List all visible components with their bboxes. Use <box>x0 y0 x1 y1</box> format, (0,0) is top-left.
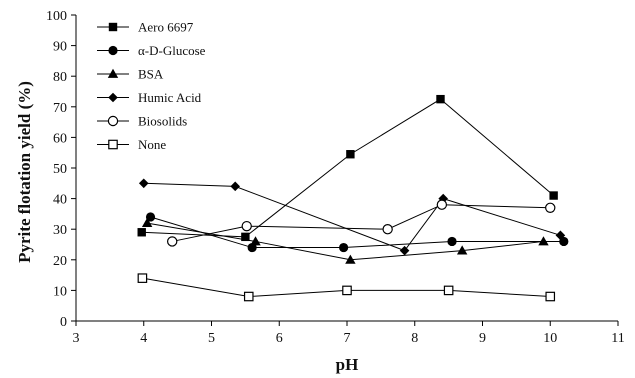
data-point <box>559 236 569 247</box>
y-tick-label: 60 <box>53 131 67 146</box>
legend-item-bsa: BSA <box>97 67 164 82</box>
legend-label: Biosolids <box>138 114 187 129</box>
series-aero-6697 <box>137 94 558 242</box>
legend: Aero 6697 α-D-Glucose BSA Humic Acid Biosoli… <box>97 20 206 152</box>
y-tick-label: 40 <box>53 193 67 208</box>
legend-label: None <box>138 137 166 152</box>
series-bsa <box>141 217 549 264</box>
data-point <box>436 199 448 210</box>
series-none <box>137 273 556 302</box>
data-point <box>145 212 156 222</box>
data-point <box>436 94 445 104</box>
series-line <box>143 182 561 252</box>
legend-label: Humic Acid <box>138 90 202 105</box>
x-tick-label: 5 <box>208 331 215 346</box>
legend-item-none: None <box>97 137 166 152</box>
legend-marker <box>107 115 119 127</box>
x-tick-label: 6 <box>276 331 283 346</box>
y-tick-label: 10 <box>53 284 67 299</box>
series-humic-acid <box>138 178 566 256</box>
y-tick-label: 50 <box>53 162 67 177</box>
legend-marker <box>108 45 118 56</box>
legend-label: α-D-Glucose <box>138 43 206 58</box>
series-d-glucose <box>145 212 569 253</box>
data-point <box>545 291 556 302</box>
data-point <box>456 245 468 255</box>
y-axis-title: Pyrite flotation yield (%) <box>15 81 34 263</box>
data-point <box>141 217 153 227</box>
data-point <box>345 254 356 264</box>
x-tick-label: 3 <box>73 331 80 346</box>
data-point <box>399 245 410 256</box>
y-tick-label: 30 <box>53 223 67 238</box>
y-tick-label: 70 <box>53 101 67 116</box>
x-tick-label: 11 <box>611 331 624 346</box>
legend-marker <box>108 22 118 32</box>
data-point <box>167 236 178 247</box>
y-tick-label: 90 <box>53 40 67 55</box>
data-point <box>555 230 566 241</box>
x-tick-label: 9 <box>479 331 486 346</box>
x-tick-label: 8 <box>411 331 418 346</box>
x-tick-label: 10 <box>543 331 557 346</box>
data-point <box>339 242 349 253</box>
legend-item-humic-acid: Humic Acid <box>97 90 202 105</box>
data-point <box>137 228 146 237</box>
data-point <box>545 202 556 213</box>
legend-item-biosolids: Biosolids <box>97 114 187 129</box>
legend-marker <box>107 68 119 78</box>
data-point <box>346 150 355 159</box>
y-tick-label: 0 <box>60 315 67 330</box>
data-point <box>138 178 149 189</box>
data-point <box>447 236 457 247</box>
data-point <box>241 232 250 242</box>
legend-marker <box>108 139 118 150</box>
x-tick-label: 4 <box>140 331 147 346</box>
y-tick-label: 20 <box>53 254 67 269</box>
x-tick-label: 7 <box>344 331 351 346</box>
data-point <box>241 220 252 232</box>
y-tick-label: 100 <box>46 9 67 24</box>
data-point <box>230 181 241 192</box>
legend-item-d-glucose: α-D-Glucose <box>97 43 206 58</box>
data-point <box>250 236 261 246</box>
legend-label: BSA <box>138 67 164 82</box>
legend-marker <box>108 92 118 103</box>
legend-label: Aero 6697 <box>138 20 194 35</box>
series-line <box>141 98 554 238</box>
data-point <box>549 191 558 200</box>
data-point <box>382 223 393 235</box>
legend-item-aero-6697: Aero 6697 <box>97 20 194 35</box>
data-point <box>342 285 352 296</box>
data-point <box>443 285 454 296</box>
x-axis-title: pH <box>336 355 359 374</box>
plot-area: 0 10 20 30 40 50 60 70 80 90 100 3 4 5 6 7 8 9 10 11 <box>46 9 625 346</box>
data-point <box>243 291 254 302</box>
series-biosolids <box>167 199 556 247</box>
y-tick-label: 80 <box>53 70 67 85</box>
data-point <box>137 273 148 283</box>
data-point <box>538 236 549 246</box>
